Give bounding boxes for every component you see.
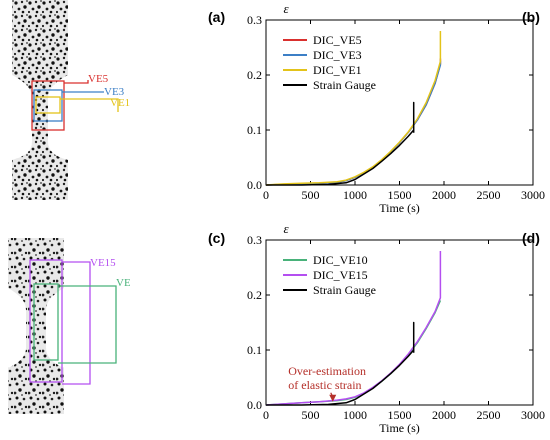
x-tick-label: 0 bbox=[263, 188, 269, 202]
x-tick-label: 1500 bbox=[388, 188, 412, 202]
legend-label: Strain Gauge bbox=[313, 78, 376, 92]
y-tick-label: 0.2 bbox=[247, 68, 262, 82]
x-tick-label: 2000 bbox=[432, 188, 456, 202]
plot-area: 0 500 1000 1500 2000 2500 3000 0.0 0.1 0.2 0.3 DIC… bbox=[247, 233, 545, 422]
ve3-label: VE3 bbox=[104, 86, 125, 98]
ve1-box bbox=[35, 96, 119, 114]
panel-label-b: (b) bbox=[522, 9, 540, 25]
legend-label: DIC_VE5 bbox=[313, 33, 362, 47]
y-tick-label: 0.0 bbox=[247, 178, 262, 192]
specimen-image-top: VE5 VE3 VE1 bbox=[0, 0, 130, 200]
y-tick-label: 0.0 bbox=[247, 398, 262, 412]
y-tick-label: 0.3 bbox=[247, 233, 262, 247]
x-tick-label: 2500 bbox=[477, 408, 501, 422]
panel-label-c: (c) bbox=[208, 230, 226, 246]
plot-frame bbox=[265, 19, 534, 186]
ve10-label: VE10 bbox=[116, 277, 130, 289]
series-line-strain-gauge bbox=[266, 101, 415, 186]
ve15-box bbox=[29, 259, 91, 385]
ve3-box bbox=[33, 89, 104, 122]
series-line-dic-ve1 bbox=[265, 31, 442, 186]
x-axis-label: Time (s) bbox=[379, 421, 420, 435]
ve15-label: VE15 bbox=[90, 257, 116, 269]
specimen-image-bottom: VE15 VE10 bbox=[0, 228, 130, 440]
legend-label: Strain Gauge bbox=[313, 283, 376, 297]
series-line-strain-gauge bbox=[266, 321, 415, 406]
x-tick-label: 3000 bbox=[521, 408, 545, 422]
y-axis-label: ε bbox=[283, 1, 289, 16]
ve10-box bbox=[33, 283, 117, 364]
x-tick-label: 3000 bbox=[521, 188, 545, 202]
plot-area: 0 500 1000 1500 2000 2500 3000 0.0 0.1 0.2 0.3 DIC… bbox=[247, 13, 545, 202]
annotation-arrowhead bbox=[329, 394, 337, 402]
panel-label-d: (d) bbox=[522, 230, 540, 246]
legend-label: DIC_VE3 bbox=[313, 48, 362, 62]
annotation-text: Over-estimation bbox=[288, 364, 366, 378]
strain-chart-b: 0 500 1000 1500 2000 2500 3000 0.0 0.1 0.2 0.3 DIC… bbox=[247, 1, 545, 215]
ve1-label: VE1 bbox=[110, 97, 130, 109]
legend-label: DIC_VE10 bbox=[313, 253, 368, 267]
x-axis-label: Time (s) bbox=[379, 201, 420, 215]
panel-label-a: (a) bbox=[208, 9, 226, 25]
strain-chart-d: 0 500 1000 1500 2000 2500 3000 0.0 0.1 0.2 0.3 DIC… bbox=[247, 221, 545, 435]
x-tick-label: 0 bbox=[263, 408, 269, 422]
y-tick-label: 0.1 bbox=[247, 343, 262, 357]
x-tick-label: 1000 bbox=[343, 188, 367, 202]
legend-label: DIC_VE15 bbox=[313, 268, 368, 282]
x-tick-label: 2500 bbox=[477, 188, 501, 202]
ve5-label: VE5 bbox=[88, 73, 109, 85]
y-tick-label: 0.3 bbox=[247, 13, 262, 27]
x-tick-label: 500 bbox=[302, 408, 320, 422]
x-tick-label: 2000 bbox=[432, 408, 456, 422]
y-tick-label: 0.1 bbox=[247, 123, 262, 137]
annotation-text: of elastic strain bbox=[288, 378, 361, 392]
x-tick-label: 1500 bbox=[388, 408, 412, 422]
x-tick-label: 500 bbox=[302, 188, 320, 202]
y-tick-label: 0.2 bbox=[247, 288, 262, 302]
legend-label: DIC_VE1 bbox=[313, 63, 362, 77]
x-tick-label: 1000 bbox=[343, 408, 367, 422]
ve5-box bbox=[31, 80, 89, 131]
y-axis-label: ε bbox=[283, 221, 289, 236]
